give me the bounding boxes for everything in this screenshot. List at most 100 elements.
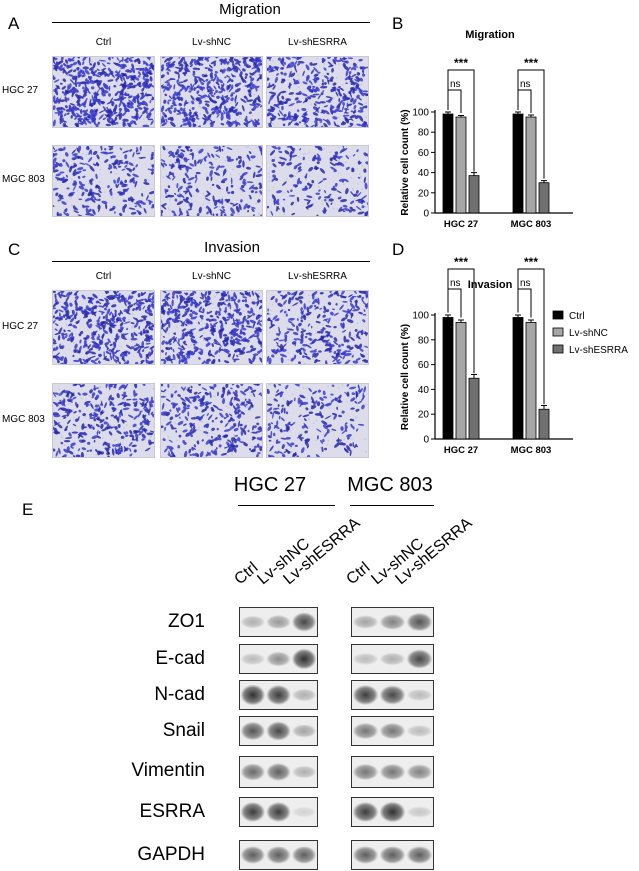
bar [442, 317, 454, 440]
error-bar [541, 180, 547, 183]
panel-c-title: Invasion [204, 239, 260, 256]
panel-c-title-rule [52, 261, 370, 262]
y-tick-label: 60 [418, 360, 430, 371]
blot-strip [351, 756, 434, 788]
blot-band [291, 765, 317, 779]
chart-title: Invasion [468, 279, 513, 291]
protein-label: ZO1 [168, 611, 205, 632]
protein-label: ESRRA [139, 801, 205, 822]
bar-chart-svg: Migration Relative cell count (%) 0 20 40 60 8… [400, 29, 573, 230]
bar [538, 182, 550, 214]
x-tick-label: HGC 27 [444, 219, 478, 230]
legend-label: Lv-shNC [569, 328, 608, 339]
blot-band [379, 652, 406, 666]
column-label: Ctrl [95, 271, 112, 282]
bar [468, 377, 480, 440]
error-bar [471, 374, 477, 379]
significance-label: *** [524, 255, 538, 269]
blot-band [352, 722, 379, 740]
blot-band [240, 846, 266, 864]
panel-a-title: Migration [219, 1, 281, 18]
bar [468, 175, 480, 214]
row-label: HGC 27 [2, 85, 39, 96]
blot-band [406, 725, 433, 737]
bar [525, 322, 537, 440]
blot-strip [351, 644, 434, 674]
y-tick-label: 80 [418, 128, 430, 139]
chart-title: Migration [465, 29, 515, 41]
bar [525, 116, 537, 214]
blot-band [379, 614, 406, 630]
panel-letter-a: A [8, 14, 20, 33]
column-label: Lv-shNC [192, 37, 231, 48]
micrograph [160, 290, 263, 365]
blot-band [291, 724, 317, 738]
blot-band [240, 653, 266, 665]
y-axis-label: Relative cell count (%) [400, 324, 411, 430]
bar [512, 317, 524, 440]
row-label: MGC 803 [2, 174, 45, 185]
legend-swatch [552, 310, 564, 320]
blot-group-label-mgc803: MGC 803 [347, 474, 433, 496]
blot-band [352, 684, 379, 706]
blot-band [352, 801, 379, 823]
micrograph [266, 290, 369, 365]
x-tick-label: MGC 803 [511, 219, 552, 230]
blot-band [406, 764, 433, 780]
blot-band [352, 653, 379, 665]
blot-group-rule-hgc27 [238, 505, 335, 506]
protein-label: E-cad [155, 648, 205, 669]
micrograph [160, 145, 263, 217]
y-tick-label: 40 [418, 168, 430, 179]
blot-band [266, 684, 291, 706]
blot-strip [351, 716, 434, 746]
column-label: Lv-shESRRA [288, 271, 347, 282]
y-tick-label: 20 [418, 188, 430, 199]
y-tick-label: 100 [412, 108, 429, 119]
y-tick-label: 100 [412, 311, 429, 322]
protein-label: Vimentin [131, 760, 205, 781]
significance-bracket [517, 268, 545, 405]
error-bar [541, 405, 547, 410]
micrograph [266, 383, 369, 458]
significance-label: *** [454, 56, 468, 70]
panel-letter-e: E [22, 500, 34, 519]
y-tick-label: 40 [418, 385, 430, 396]
blot-strip [351, 840, 434, 870]
blot-band [291, 648, 317, 670]
blot-band [379, 846, 406, 864]
protein-label: GAPDH [137, 844, 205, 865]
legend-label: Ctrl [569, 311, 585, 322]
bar [442, 113, 454, 214]
blot-strip [239, 607, 318, 637]
blot-band [379, 722, 406, 740]
blot-band [291, 688, 317, 702]
y-tick-label: 60 [418, 148, 430, 159]
significance-bracket [517, 69, 545, 179]
blot-band [266, 614, 291, 630]
significance-bracket [517, 288, 532, 318]
blot-strip [239, 680, 318, 710]
blot-band [379, 763, 406, 781]
significance-bracket [517, 89, 532, 114]
micrograph [52, 290, 155, 365]
significance-label: ns [520, 79, 531, 90]
bar [455, 322, 467, 440]
blot-band [406, 806, 433, 818]
blot-strip [239, 797, 318, 827]
error-bar [458, 115, 464, 118]
micrograph [52, 56, 155, 128]
blot-band [406, 612, 433, 632]
blot-band [379, 801, 406, 823]
panel-a-title-rule [52, 22, 370, 23]
micrograph [266, 145, 369, 217]
column-label: Lv-shNC [192, 271, 231, 282]
blot-strip [239, 756, 318, 788]
x-tick-label: HGC 27 [444, 445, 478, 456]
bar [512, 113, 524, 214]
error-bar [515, 111, 521, 115]
significance-bracket [447, 288, 462, 318]
blot-band [406, 649, 433, 669]
blot-band [266, 763, 291, 781]
bar-chart-svg: Invasion Relative cell count (%) 0 20 40 60 80… [400, 255, 628, 456]
